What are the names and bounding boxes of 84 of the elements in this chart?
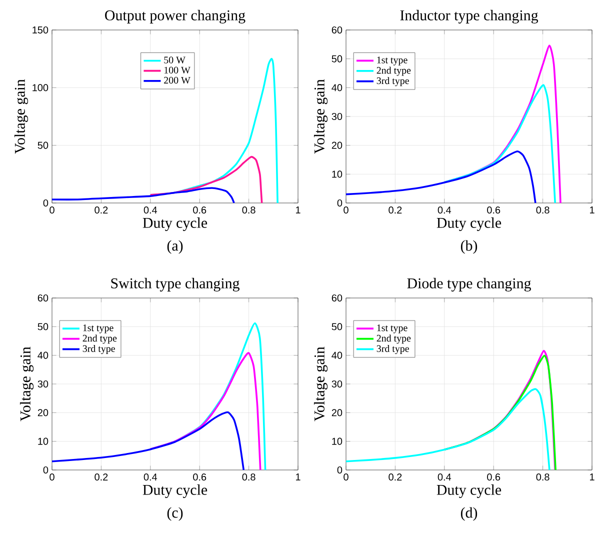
y-tick-label: 60 <box>332 294 342 302</box>
chart-title: Inductor type changing <box>400 10 538 24</box>
y-tick-label: 50 <box>332 323 342 330</box>
x-tick-label: 0.8 <box>536 474 550 481</box>
line-series <box>150 156 263 203</box>
legend-label: 100 W <box>164 66 190 74</box>
legend-label: 50 W <box>164 56 186 64</box>
x-tick-label: 1 <box>296 474 300 480</box>
x-tick-label: 1 <box>296 206 300 214</box>
x-tick-label: 0 <box>50 474 54 481</box>
x-tick-label: 0.2 <box>94 206 108 214</box>
chart-title: Switch type changing <box>111 278 240 292</box>
y-tick-label: 0 <box>337 466 342 474</box>
y-axis-title: Voltage gain <box>314 79 328 154</box>
legend-label: 1st type <box>377 324 408 334</box>
chart-title: Diode type changing <box>407 278 531 292</box>
x-tick-label: 0.8 <box>242 474 256 481</box>
line-series <box>346 150 536 203</box>
legend-label: 1st type <box>377 56 408 66</box>
x-tick-label: 0.6 <box>487 474 500 481</box>
y-tick-label: 10 <box>332 438 342 445</box>
y-tick-label: 30 <box>332 112 342 120</box>
x-axis-title: Duty cycle <box>436 484 502 498</box>
y-tick-label: 0 <box>43 466 48 474</box>
chart-title: Output power changing <box>105 10 246 24</box>
y-tick-label: 0 <box>43 199 48 207</box>
legend-label: 3rd type <box>82 344 115 354</box>
legend-label: 2nd type <box>376 334 411 344</box>
y-tick-label: 40 <box>332 352 342 359</box>
x-tick-label: 0.4 <box>144 474 158 481</box>
line-series <box>444 84 556 203</box>
y-tick-label: 60 <box>38 294 48 302</box>
y-tick-label: 0 <box>337 199 342 207</box>
line-series <box>346 388 550 470</box>
x-tick-label: 0 <box>50 206 54 214</box>
legend-label: 1st type <box>83 324 114 334</box>
y-axis-title: Voltage gain <box>20 346 34 422</box>
legend-label: 3rd type <box>376 344 409 354</box>
y-tick-label: 60 <box>332 26 342 34</box>
x-axis-title: Duty cycle <box>436 217 502 231</box>
line-series <box>52 187 235 203</box>
x-tick-label: 0.6 <box>193 206 206 214</box>
y-axis-title: Voltage gain <box>14 79 28 154</box>
y-axis-title: Voltage gain <box>314 346 328 422</box>
y-tick-label: 10 <box>38 438 48 445</box>
x-tick-label: 0.8 <box>242 206 256 214</box>
x-tick-label: 0.4 <box>144 206 158 214</box>
text: (a) <box>167 240 183 254</box>
y-tick-label: 50 <box>38 323 48 330</box>
x-tick-label: 0.2 <box>94 474 108 481</box>
x-tick-label: 0.4 <box>438 474 452 481</box>
line-series <box>150 352 262 470</box>
x-tick-label: 0 <box>344 206 348 214</box>
x-tick-label: 0.6 <box>193 474 206 481</box>
y-tick-label: 20 <box>332 409 342 416</box>
text: (d) <box>460 507 478 521</box>
y-tick-label: 20 <box>38 409 48 416</box>
legend-label: 200 W <box>164 76 190 84</box>
x-tick-label: 0.8 <box>536 206 550 214</box>
line-series <box>52 411 245 470</box>
x-tick-label: 0.2 <box>388 206 402 214</box>
x-tick-label: 0.2 <box>388 474 402 481</box>
legend-label: 2nd type <box>82 334 117 344</box>
y-tick-label: 20 <box>332 142 342 149</box>
x-tick-label: 0.6 <box>487 206 500 214</box>
x-tick-label: 1 <box>590 474 594 480</box>
text: (c) <box>167 507 183 521</box>
legend-label: 2nd type <box>376 66 411 76</box>
y-tick-label: 40 <box>38 352 48 359</box>
x-tick-label: 0 <box>344 474 348 481</box>
y-tick-label: 40 <box>332 84 342 92</box>
text: (b) <box>460 240 478 254</box>
y-tick-label: 30 <box>332 380 342 388</box>
y-tick-label: 30 <box>38 380 48 388</box>
x-axis-title: Duty cycle <box>142 217 208 231</box>
y-tick-label: 10 <box>332 170 342 178</box>
y-tick-label: 50 <box>332 55 342 62</box>
y-tick-label: 100 <box>32 84 48 92</box>
x-tick-label: 1 <box>590 206 594 214</box>
x-axis-title: Duty cycle <box>142 484 208 498</box>
x-tick-label: 0.4 <box>438 206 452 214</box>
legend-label: 3rd type <box>376 77 409 86</box>
y-tick-label: 150 <box>32 26 48 34</box>
y-tick-label: 50 <box>38 142 48 149</box>
